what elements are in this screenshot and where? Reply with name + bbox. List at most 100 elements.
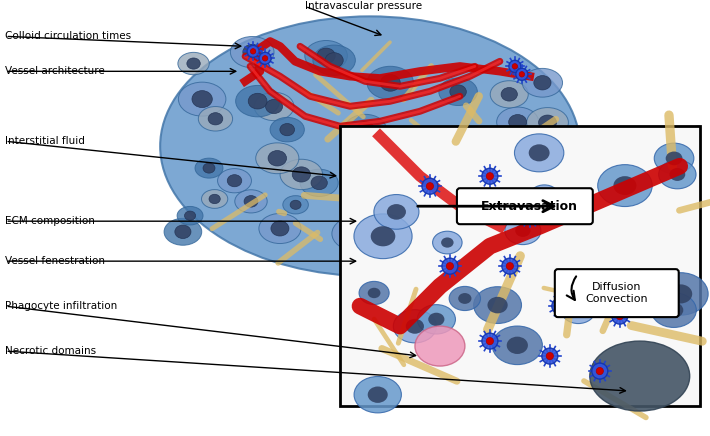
Ellipse shape — [613, 176, 636, 195]
Ellipse shape — [313, 45, 356, 75]
Ellipse shape — [439, 78, 477, 106]
Ellipse shape — [391, 213, 431, 242]
Ellipse shape — [266, 99, 283, 113]
Ellipse shape — [381, 75, 400, 91]
Ellipse shape — [492, 326, 542, 364]
Text: ECM composition: ECM composition — [5, 216, 95, 226]
Ellipse shape — [351, 188, 366, 201]
Text: Vessel architecture: Vessel architecture — [5, 66, 105, 76]
Ellipse shape — [523, 68, 562, 97]
Ellipse shape — [653, 272, 708, 315]
Ellipse shape — [507, 337, 528, 354]
Ellipse shape — [613, 290, 645, 315]
Ellipse shape — [344, 114, 386, 144]
Text: Colloid circulation times: Colloid circulation times — [5, 31, 131, 41]
Ellipse shape — [490, 81, 528, 108]
Circle shape — [482, 168, 498, 184]
Circle shape — [556, 303, 564, 310]
Ellipse shape — [474, 287, 521, 324]
Ellipse shape — [305, 41, 347, 71]
Circle shape — [506, 262, 513, 270]
Ellipse shape — [236, 85, 280, 117]
Ellipse shape — [209, 194, 220, 204]
Text: Diffusion
Convection: Diffusion Convection — [586, 283, 648, 304]
Ellipse shape — [178, 52, 209, 75]
Ellipse shape — [217, 169, 251, 193]
Ellipse shape — [332, 217, 379, 251]
Ellipse shape — [665, 302, 683, 318]
Ellipse shape — [356, 122, 374, 137]
Circle shape — [482, 333, 498, 349]
Ellipse shape — [508, 115, 527, 129]
Ellipse shape — [300, 169, 338, 197]
Ellipse shape — [259, 214, 301, 244]
Ellipse shape — [562, 298, 595, 324]
Circle shape — [502, 258, 518, 274]
Ellipse shape — [399, 142, 427, 161]
Ellipse shape — [270, 117, 305, 142]
Ellipse shape — [317, 48, 335, 63]
Circle shape — [612, 308, 628, 324]
Ellipse shape — [669, 284, 692, 303]
Ellipse shape — [178, 82, 226, 116]
Circle shape — [247, 45, 259, 57]
Bar — [340, 126, 699, 406]
Ellipse shape — [441, 238, 454, 248]
Ellipse shape — [468, 150, 481, 161]
Ellipse shape — [203, 163, 215, 173]
Circle shape — [512, 64, 518, 69]
Ellipse shape — [195, 158, 223, 178]
Ellipse shape — [497, 107, 539, 137]
Ellipse shape — [393, 310, 437, 343]
Circle shape — [592, 363, 608, 379]
Circle shape — [596, 368, 604, 375]
Ellipse shape — [354, 214, 412, 259]
Ellipse shape — [598, 165, 652, 207]
Circle shape — [259, 52, 271, 65]
Ellipse shape — [670, 168, 685, 181]
Circle shape — [542, 348, 558, 364]
Ellipse shape — [498, 141, 525, 160]
Ellipse shape — [325, 53, 343, 68]
Ellipse shape — [280, 159, 322, 190]
Ellipse shape — [271, 221, 289, 236]
Ellipse shape — [501, 88, 518, 101]
Ellipse shape — [243, 44, 261, 60]
Ellipse shape — [515, 225, 530, 237]
Ellipse shape — [572, 305, 585, 317]
Ellipse shape — [659, 160, 696, 189]
Ellipse shape — [403, 220, 420, 235]
Ellipse shape — [405, 319, 424, 334]
Circle shape — [447, 262, 454, 270]
Ellipse shape — [290, 200, 301, 209]
Ellipse shape — [449, 286, 481, 310]
Text: Extravasation: Extravasation — [481, 200, 579, 213]
Circle shape — [516, 68, 528, 80]
Ellipse shape — [293, 167, 310, 182]
Ellipse shape — [623, 297, 636, 308]
Circle shape — [522, 208, 538, 224]
Ellipse shape — [417, 305, 455, 334]
Ellipse shape — [515, 134, 564, 172]
Ellipse shape — [651, 293, 697, 327]
Ellipse shape — [185, 211, 196, 220]
Ellipse shape — [666, 152, 682, 165]
Circle shape — [442, 258, 458, 274]
Ellipse shape — [359, 281, 389, 304]
Circle shape — [263, 56, 268, 61]
Ellipse shape — [534, 75, 551, 90]
Circle shape — [526, 213, 533, 220]
Ellipse shape — [311, 176, 327, 190]
Ellipse shape — [469, 189, 493, 208]
Text: Vessel fenestration: Vessel fenestration — [5, 256, 105, 266]
Ellipse shape — [374, 194, 419, 229]
Ellipse shape — [505, 217, 541, 245]
Ellipse shape — [254, 92, 294, 121]
Ellipse shape — [177, 206, 203, 225]
Ellipse shape — [481, 169, 509, 188]
Ellipse shape — [476, 194, 486, 203]
Circle shape — [486, 173, 493, 180]
Ellipse shape — [227, 175, 242, 187]
Ellipse shape — [538, 191, 551, 201]
Ellipse shape — [506, 146, 518, 156]
